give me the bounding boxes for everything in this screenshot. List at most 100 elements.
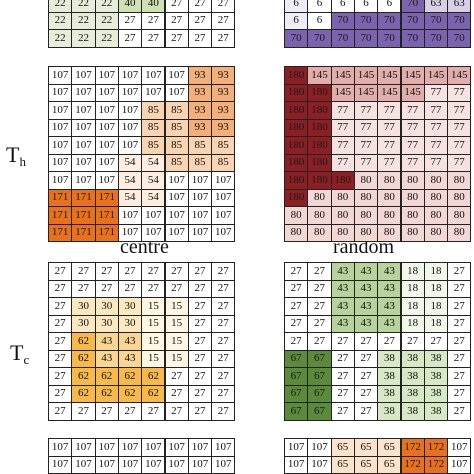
grid-cell: 107 [164, 438, 189, 457]
grid-cell: 27 [48, 314, 73, 333]
grid-cell: 27 [330, 384, 355, 403]
grid-cell: 107 [117, 206, 143, 225]
grid-cell: 62 [71, 349, 96, 368]
grid-cell: 30 [71, 297, 96, 316]
grid-cell: 27 [330, 332, 355, 351]
grid-cell: 62 [117, 384, 143, 403]
grid-cell: 77 [330, 153, 355, 172]
grid-cell: 85 [164, 101, 189, 120]
grid-cell: 107 [48, 118, 73, 137]
grid-cell: 80 [377, 171, 402, 190]
grid-cell: 107 [94, 66, 119, 85]
grid-cell: 27 [447, 367, 472, 386]
grid-cell: 54 [141, 188, 166, 207]
grid-cell: 93 [211, 118, 236, 137]
grid-cell: 77 [423, 136, 449, 155]
grid-cell: 65 [353, 455, 379, 474]
grid-cell: 27 [307, 262, 332, 281]
grid-cell: 27 [211, 367, 236, 386]
grid-cell: 27 [307, 297, 332, 316]
grid-cell: 38 [423, 384, 449, 403]
grid-cell: 27 [117, 279, 143, 298]
grid-cell: 27 [117, 402, 143, 421]
grid-cell: 180 [284, 136, 309, 155]
grid-cell: 85 [164, 118, 189, 137]
grid-cell: 107 [164, 66, 189, 85]
grid-cell: 107 [187, 188, 213, 207]
grid-cell: 180 [307, 83, 332, 102]
grid-cell: 77 [400, 136, 425, 155]
grid-cell: 180 [330, 171, 355, 190]
grid-cell: 107 [187, 455, 213, 474]
grid-cell: 180 [307, 171, 332, 190]
grid-cell: 22 [94, 29, 119, 48]
grid-cell: 15 [141, 349, 166, 368]
grid-cell: 171 [71, 188, 96, 207]
grid-cell: 77 [330, 136, 355, 155]
grid-cell: 65 [353, 438, 379, 457]
grid-cell: 22 [71, 11, 96, 30]
grid-cell: 27 [141, 402, 166, 421]
grid-cell: 27 [284, 279, 309, 298]
grid-cell: 107 [48, 438, 73, 457]
grid-cell: 27 [284, 297, 309, 316]
grid-cell: 77 [377, 136, 402, 155]
grid-cell: 27 [187, 384, 213, 403]
grid-cell: 107 [94, 171, 119, 190]
grid-cell: 107 [71, 136, 96, 155]
grid-cell: 107 [141, 438, 166, 457]
grid-cell: 27 [48, 349, 73, 368]
grid-cell: 27 [164, 402, 189, 421]
grid-cell: 77 [353, 118, 379, 137]
grid-cell: 38 [423, 367, 449, 386]
grid-cell: 27 [447, 314, 472, 333]
grid-cell: 27 [307, 332, 332, 351]
grid-cell: 107 [211, 206, 236, 225]
grid-cell: 107 [71, 438, 96, 457]
grid-cell: 27 [187, 262, 213, 281]
grid-cell: 18 [400, 314, 425, 333]
grid-cell: 107 [94, 438, 119, 457]
grid-cell: 38 [400, 384, 425, 403]
grid-cell: 107 [94, 101, 119, 120]
grid-cell: 107 [117, 66, 143, 85]
grid-cell: 67 [284, 384, 309, 403]
grid-cell: 107 [94, 153, 119, 172]
grid-cell: 30 [71, 314, 96, 333]
grid-cell: 77 [423, 118, 449, 137]
grid-cell: 18 [423, 314, 449, 333]
grid-cell: 107 [48, 66, 73, 85]
grid-cell: 85 [141, 136, 166, 155]
grid-cell: 15 [141, 332, 166, 351]
grid-cell: 70 [447, 11, 472, 30]
grid-cell: 107 [164, 223, 189, 242]
grid-cell: 180 [284, 188, 309, 207]
grid-cell: 27 [71, 279, 96, 298]
grid-cell: 27 [353, 367, 379, 386]
grid-cell: 27 [423, 332, 449, 351]
grid-cell: 80 [400, 171, 425, 190]
grid-cell: 65 [377, 455, 402, 474]
grid-cell: 180 [284, 66, 309, 85]
grid-cell: 171 [94, 206, 119, 225]
grid-cell: 27 [164, 29, 189, 48]
grid-cell: 107 [48, 136, 73, 155]
th-label-main: T [6, 142, 20, 167]
grid-cell: 107 [307, 455, 332, 474]
grid-cell: 107 [141, 66, 166, 85]
grid-cell: 80 [353, 223, 379, 242]
grid-cell: 15 [164, 349, 189, 368]
grid-cell: 107 [117, 455, 143, 474]
grid-cell: 54 [117, 188, 143, 207]
grid-cell: 27 [211, 314, 236, 333]
grid-cell: 22 [48, 11, 73, 30]
grid-cell: 27 [211, 297, 236, 316]
grid-cell: 107 [117, 101, 143, 120]
grid-cell: 80 [423, 188, 449, 207]
grid-cell: 27 [211, 279, 236, 298]
grid-cell: 107 [141, 455, 166, 474]
grid-cell: 107 [94, 83, 119, 102]
grid-cell: 80 [330, 206, 355, 225]
grid-cell: 77 [423, 153, 449, 172]
grid-cell: 85 [164, 136, 189, 155]
